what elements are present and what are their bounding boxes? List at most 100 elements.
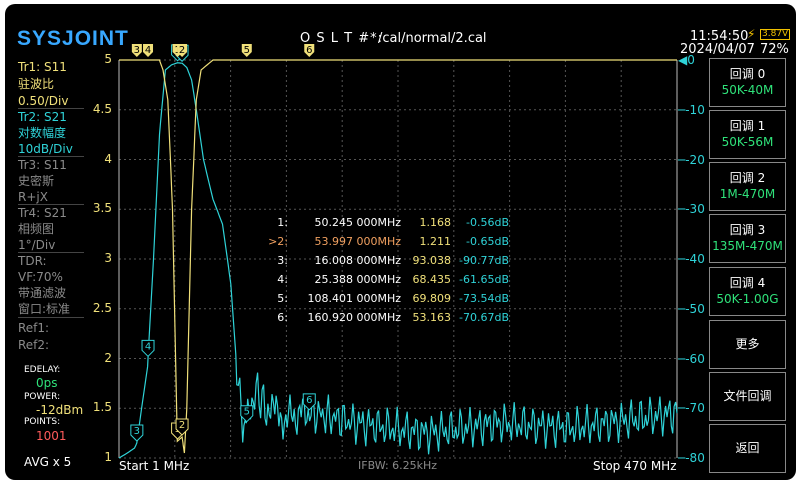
trace1-id[interactable]: Tr1: S11 [18, 60, 67, 74]
softkey-sublabel: 50K-1.00G [716, 291, 779, 306]
marker-frequency: 16.008 000MHz [314, 254, 401, 267]
trace-s21-line [118, 62, 678, 459]
left-axis-tick: 4.5 [92, 101, 112, 116]
tdr-label: TDR: [18, 254, 47, 268]
marker-s11-value: 68.435 [412, 273, 452, 286]
clock-time: 11:54:50 [690, 29, 749, 44]
trace-divider [18, 204, 84, 205]
right-axis-tick: ─-10 [678, 102, 705, 117]
left-axis-tick: 5 [104, 52, 112, 66]
right-axis-tick: ─-70 [678, 401, 705, 416]
avg-label: AVG x 5 [24, 455, 72, 469]
marker-s21-3: 3 [130, 424, 144, 442]
power-label: POWER: [24, 392, 61, 402]
trace-s11-line [119, 59, 677, 454]
plot-traces [118, 59, 678, 459]
edelay-label: EDELAY: [24, 365, 61, 375]
right-axis-tick: ─-80 [678, 451, 705, 465]
marker-label: 4 [145, 341, 151, 352]
top-marker-5: 5 [241, 44, 252, 57]
trace4-format: 相频图 [18, 222, 55, 236]
left-axis-tick: 1.5 [92, 400, 112, 415]
softkey-8[interactable]: 返回 [709, 424, 786, 473]
marker-s21-value: -61.65dB [459, 273, 509, 286]
vf-label: VF:70% [18, 270, 63, 284]
softkey-label: 回调 4 [729, 275, 766, 290]
trace2-format: 对数幅度 [18, 126, 67, 140]
right-axis-tick: ─-40 [678, 252, 705, 266]
right-axis-tick: ─-50 [678, 301, 705, 316]
softkey-4[interactable]: 回调 3 135M-470M [709, 214, 786, 263]
softkey-7[interactable]: 文件回调 [709, 372, 786, 421]
right-axis-tick: ─-20 [678, 152, 705, 167]
softkey-6[interactable]: 更多 [709, 320, 786, 369]
left-axis-tick: 2 [104, 350, 112, 365]
cal-file-path: /cal/normal/2.cal [378, 31, 487, 46]
top-marker-label: 4 [145, 45, 151, 56]
marker-frequency: 50.245 000MHz [314, 216, 401, 229]
device-bezel [5, 4, 796, 480]
top-marker-3: 3 [131, 44, 142, 57]
trace4-id[interactable]: Tr4: S21 [18, 206, 67, 220]
filter-label: 带通滤波 [18, 286, 67, 300]
marker-s21-value: -90.77dB [459, 254, 509, 267]
marker-label: 2 [179, 420, 185, 431]
softkey-label: 返回 [735, 440, 760, 455]
marker-s11-value: 93.038 [412, 254, 452, 267]
trace2-scale: 10dB/Div [18, 142, 73, 156]
softkey-3[interactable]: 回调 2 1M-470M [709, 162, 786, 211]
softkey-sublabel: 135M-470M [712, 238, 783, 253]
marker-frequency: 160.920 000MHz [307, 311, 401, 324]
top-marker-label: 3 [134, 45, 140, 56]
marker-s21-6: 6 [302, 393, 316, 411]
trace-divider [18, 317, 84, 318]
plot-markers: 34125612341256 [130, 44, 316, 442]
marker-label: 5 [244, 407, 250, 418]
battery-percent: 72% [760, 42, 789, 57]
marker-s21-value: -0.65dB [466, 235, 509, 248]
top-marker-2: 2 [177, 44, 188, 57]
top-marker-4: 4 [143, 44, 154, 57]
softkey-2[interactable]: 回调 1 50K-56M [709, 110, 786, 159]
trace4-scale: 1°/Div [18, 238, 56, 252]
marker-s21-4: 4 [141, 339, 155, 358]
marker-s11-value: 1.211 [419, 235, 452, 248]
right-axis-tick: ─-30 [678, 202, 705, 217]
top-marker-label: 5 [244, 45, 250, 56]
softkey-1[interactable]: 回调 0 50K-40M [709, 58, 786, 107]
left-axis-tick: 2.5 [92, 300, 112, 315]
trace3-scale: R+jX [18, 190, 48, 204]
points-label: POINTS: [24, 417, 61, 427]
ifbw-label[interactable]: IFBW: 6.25kHz [358, 459, 438, 472]
start-frequency[interactable]: Start 1 MHz [119, 459, 190, 473]
softkey-label: 回调 0 [729, 66, 766, 81]
marker-s11-value: 53.163 [412, 311, 452, 324]
marker-number: 3: [277, 254, 288, 267]
softkey-label: 回调 2 [729, 170, 766, 185]
marker-s11-value: 1.168 [419, 216, 452, 229]
trace2-id[interactable]: Tr2: S21 [18, 110, 67, 124]
left-axis-tick: 3.5 [92, 201, 112, 216]
left-axis-tick: 3 [104, 251, 112, 265]
brand-logo: SYSJOINT [17, 27, 129, 50]
window-label: 窗口:标准 [18, 302, 71, 316]
charging-icon: ⚡ [747, 27, 756, 41]
edelay-value: 0ps [36, 376, 58, 390]
softkey-label: 回调 1 [729, 118, 766, 133]
marker-s21-value: -70.67dB [459, 311, 509, 324]
trace3-id[interactable]: Tr3: S11 [18, 158, 67, 172]
clock-date: 2024/04/07 [680, 42, 755, 57]
trace-divider [18, 252, 84, 253]
stop-frequency[interactable]: Stop 470 MHz [593, 459, 677, 473]
trace-divider [18, 156, 84, 157]
marker-number: 6: [277, 311, 288, 324]
softkey-sublabel: 1M-470M [719, 186, 776, 201]
softkey-sublabel: 50K-40M [721, 82, 774, 97]
softkey-label: 回调 3 [729, 222, 766, 237]
right-axis-tick: ─-60 [678, 351, 705, 366]
softkey-5[interactable]: 回调 4 50K-1.00G [709, 267, 786, 316]
trace1-scale: 0.50/Div [18, 94, 69, 108]
trace-divider [18, 108, 84, 109]
